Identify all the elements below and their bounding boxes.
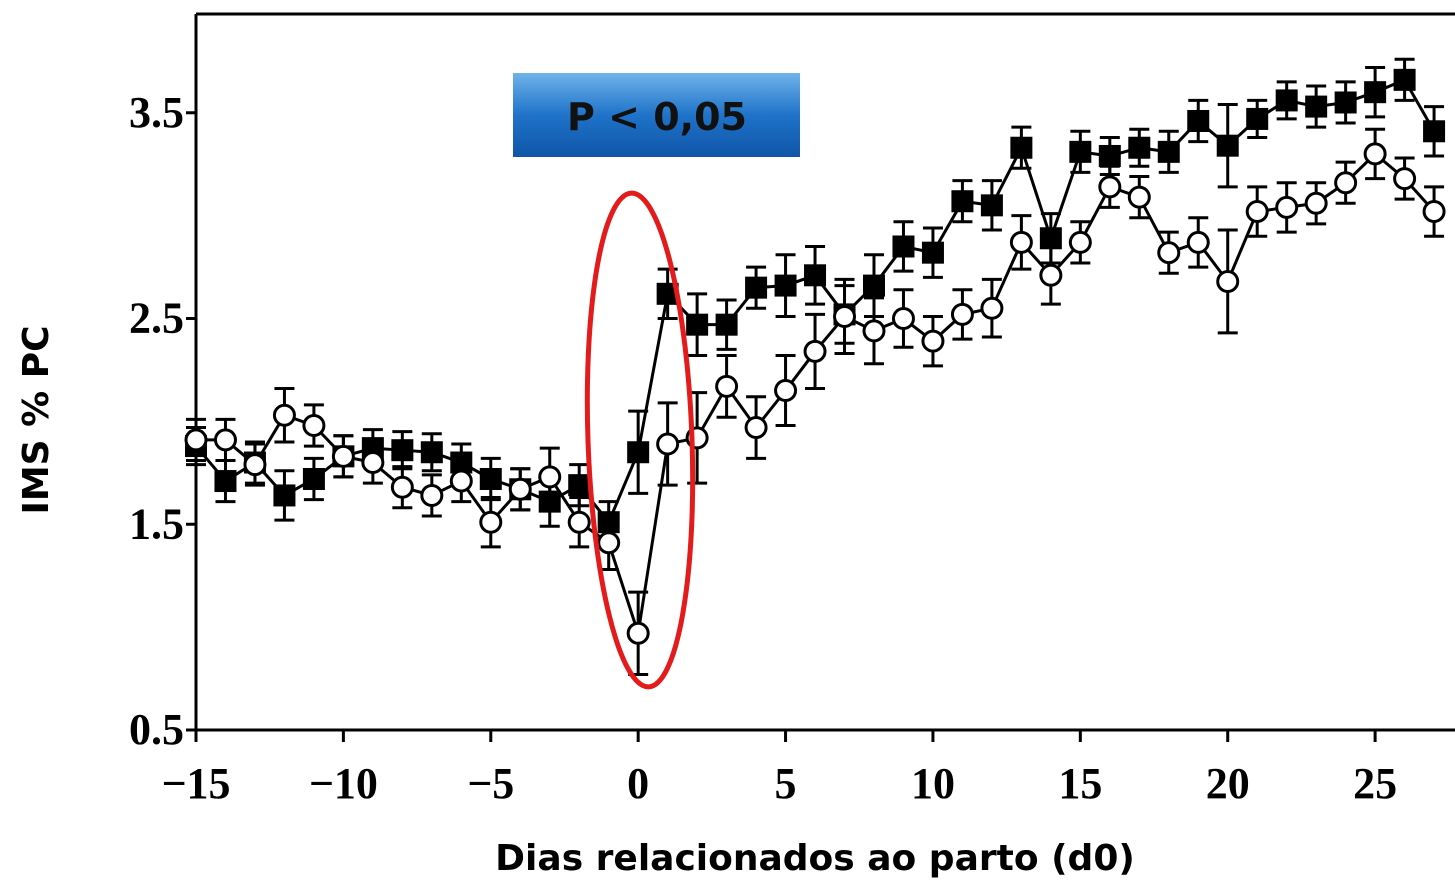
marker [1363, 142, 1387, 166]
marker [803, 339, 827, 363]
annotation: P < 0,05 [567, 95, 747, 139]
marker [1039, 263, 1063, 287]
y-axis-label: IMS % PC [16, 325, 57, 514]
marker [302, 467, 325, 490]
marker [331, 444, 355, 468]
marker [184, 428, 208, 452]
marker [243, 453, 267, 477]
marker [1393, 167, 1417, 191]
series [184, 127, 1446, 676]
marker [774, 379, 798, 403]
marker [891, 307, 915, 331]
highlight-ellipse [584, 190, 696, 690]
marker [1098, 175, 1122, 199]
marker [656, 282, 679, 305]
axes [194, 12, 1455, 732]
x-axis-label: Dias relacionados ao parto (d0) [495, 838, 1135, 879]
marker [980, 194, 1003, 217]
marker [1216, 269, 1240, 293]
marker [420, 483, 444, 507]
marker [1128, 136, 1151, 159]
marker [1305, 95, 1328, 118]
marker [980, 296, 1004, 320]
marker [390, 475, 414, 499]
x-tick-label: 0 [627, 759, 649, 808]
marker [1127, 185, 1151, 209]
marker [420, 441, 443, 464]
marker [273, 484, 296, 507]
marker [686, 313, 709, 336]
marker [1187, 109, 1210, 132]
y-tick-label: 2.5 [129, 294, 184, 343]
marker [626, 621, 650, 645]
marker [1157, 241, 1181, 265]
x-tick-label: 10 [911, 759, 955, 808]
marker [744, 416, 768, 440]
marker [361, 451, 385, 475]
marker [1422, 200, 1446, 224]
marker [627, 441, 650, 464]
marker [921, 329, 945, 353]
x-tick-label: −10 [309, 759, 378, 808]
x-tick-label: 5 [775, 759, 797, 808]
marker [862, 319, 886, 343]
y-tick-label: 3.5 [129, 88, 184, 137]
marker [302, 413, 326, 437]
marker [745, 276, 768, 299]
marker [1275, 89, 1298, 112]
marker [656, 432, 680, 456]
marker [1423, 120, 1446, 143]
marker [1364, 81, 1387, 104]
marker [1098, 144, 1121, 167]
series [185, 57, 1446, 545]
series-line [196, 151, 1436, 634]
annotation-box [513, 73, 800, 157]
marker [1010, 136, 1033, 159]
marker [804, 264, 827, 287]
marker [1157, 140, 1180, 163]
marker [1039, 227, 1062, 250]
marker [597, 531, 621, 555]
marker [568, 474, 591, 497]
x-tick-label: 25 [1353, 759, 1397, 808]
marker [1334, 91, 1357, 114]
marker [449, 469, 473, 493]
marker [1275, 195, 1299, 219]
x-tick-label: 15 [1058, 759, 1102, 808]
marker [508, 477, 532, 501]
marker [892, 235, 915, 258]
marker [1393, 68, 1416, 91]
x-tick-label: −15 [161, 759, 230, 808]
marker [479, 467, 502, 490]
marker [214, 470, 237, 493]
marker [862, 274, 885, 297]
marker [213, 428, 237, 452]
marker [921, 241, 944, 264]
marker [1009, 230, 1033, 254]
marker [1216, 134, 1239, 157]
marker [272, 403, 296, 427]
marker [1245, 200, 1269, 224]
marker [1186, 230, 1210, 254]
marker [950, 302, 974, 326]
marker [1304, 191, 1328, 215]
marker [715, 374, 739, 398]
marker [1068, 230, 1092, 254]
marker [715, 313, 738, 336]
y-tick-label: 0.5 [129, 705, 184, 754]
y-tick-label: 1.5 [129, 499, 184, 548]
x-tick-label: −5 [467, 759, 514, 808]
marker [1246, 107, 1269, 130]
marker [567, 510, 591, 534]
marker [951, 190, 974, 213]
marker [1069, 140, 1092, 163]
marker [538, 465, 562, 489]
marker [391, 439, 414, 462]
marker [833, 304, 857, 328]
marker [774, 274, 797, 297]
marker [479, 510, 503, 534]
marker [1334, 171, 1358, 195]
x-tick-label: 20 [1206, 759, 1250, 808]
